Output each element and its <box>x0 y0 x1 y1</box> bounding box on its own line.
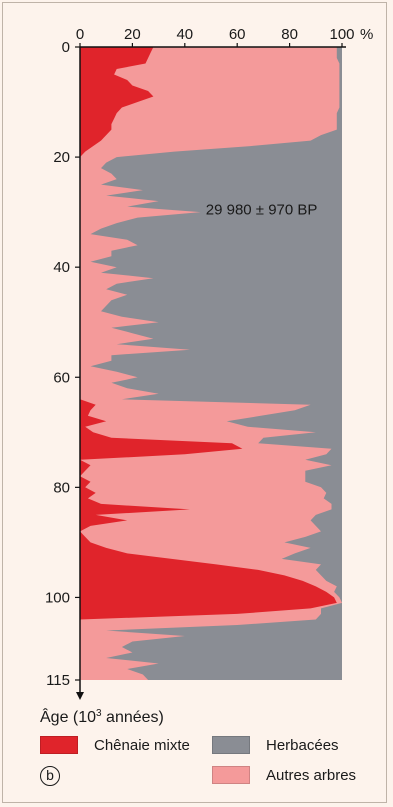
x-tick-label-100: 100 <box>329 26 354 43</box>
y-axis-title-post: années) <box>101 709 164 726</box>
legend-swatch-herbacees <box>212 736 250 754</box>
y-tick-label-60: 60 <box>53 369 70 386</box>
legend-label-herbacees: Herbacées <box>266 736 339 754</box>
pollen-diagram: 0 20 40 60 80 100 % 0 20 40 60 80 100 115 29 980 ± 970… <box>45 26 373 700</box>
legend-swatch-chenaie <box>40 736 78 754</box>
x-tick-label-20: 20 <box>124 26 141 43</box>
y-axis-title-exponent: 3 <box>96 708 102 719</box>
legend-item-autres: Autres arbres <box>212 766 356 784</box>
y-axis-title-main: Âge <box>40 709 69 726</box>
panel-label: b <box>40 766 60 786</box>
series-area-autres-arbres <box>80 47 342 680</box>
x-tick-label-60: 60 <box>229 26 246 43</box>
legend-swatch-autres <box>212 766 250 784</box>
x-tick-label-80: 80 <box>281 26 298 43</box>
figure-frame <box>2 2 387 803</box>
x-tick-label-40: 40 <box>176 26 193 43</box>
x-axis-unit: % <box>360 26 373 43</box>
y-tick-label-80: 80 <box>53 479 70 496</box>
y-axis-title-pre: (10 <box>68 709 97 726</box>
series-area-chenaie-mixte <box>80 47 337 680</box>
y-tick-label-0: 0 <box>62 39 70 56</box>
y-tick-label-40: 40 <box>53 259 70 276</box>
y-axis-title: Âge (103 années) <box>40 708 164 727</box>
legend-item-chenaie: Chênaie mixte <box>40 736 190 754</box>
y-axis-arrow <box>76 692 84 700</box>
y-tick-label-115: 115 <box>46 672 70 689</box>
legend-item-herbacees: Herbacées <box>212 736 339 754</box>
radiocarbon-date-annotation: 29 980 ± 970 BP <box>206 201 318 218</box>
y-tick-label-20: 20 <box>53 149 70 166</box>
x-tick-label-0: 0 <box>76 26 84 43</box>
legend-label-autres: Autres arbres <box>266 766 357 784</box>
y-tick-label-100: 100 <box>45 589 70 606</box>
legend-label-chenaie: Chênaie mixte <box>94 736 190 754</box>
